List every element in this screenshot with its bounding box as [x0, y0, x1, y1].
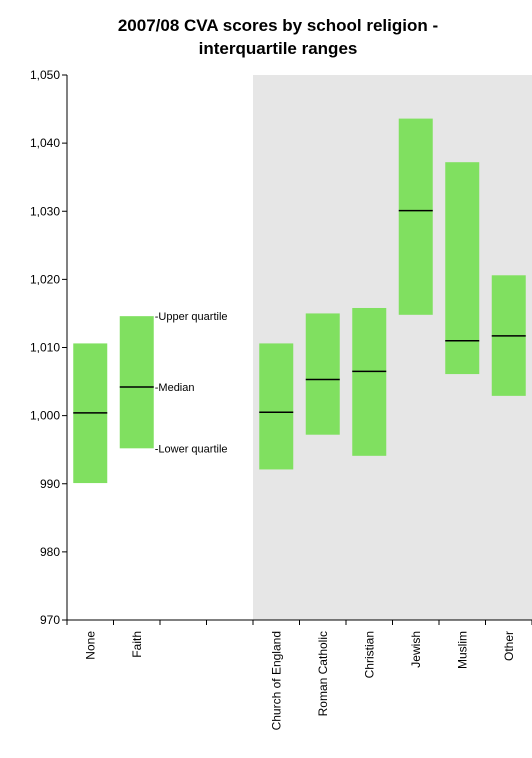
interquartile-boxes — [73, 118, 526, 484]
annotation-upper-quartile: -Upper quartile — [155, 311, 228, 323]
iqr-bar-jewish — [398, 118, 433, 315]
quartile-annotations: -Upper quartile -Median -Lower quartile — [155, 311, 228, 455]
chart-title: 2007/08 CVA scores by school religion - … — [118, 16, 438, 58]
box-church-of-england — [259, 343, 294, 470]
iqr-bar-roman-catholic — [305, 313, 340, 435]
y-tick-label: 1,040 — [30, 136, 60, 150]
axes: 970 980 990 1,000 1,010 1,020 1,030 1,040 1,050 N… — [30, 68, 532, 730]
y-tick-label: 980 — [40, 545, 60, 559]
y-tick-label: 1,020 — [30, 272, 60, 286]
chart-title-line-2: interquartile ranges — [199, 39, 358, 58]
annotation-median: -Median — [155, 382, 195, 394]
chart-title-line-1: 2007/08 CVA scores by school religion - — [118, 16, 438, 35]
y-tick-label: 1,050 — [30, 68, 60, 82]
iqr-bar-church-of-england — [259, 343, 294, 470]
box-roman-catholic — [305, 313, 340, 435]
iqr-bar-faith — [119, 316, 154, 449]
box-jewish — [398, 118, 433, 315]
x-category-label: Other — [502, 631, 516, 661]
x-category-label: None — [83, 631, 97, 660]
y-tick-label: 1,010 — [30, 341, 60, 355]
faith-group-shaded-region — [253, 75, 532, 620]
y-tick-label: 990 — [40, 477, 60, 491]
y-tick-label: 1,000 — [30, 409, 60, 423]
y-tick-label: 1,030 — [30, 204, 60, 218]
box-faith — [119, 316, 154, 449]
x-category-label: Roman Catholic — [316, 631, 330, 716]
annotation-lower-quartile: -Lower quartile — [155, 443, 228, 455]
x-category-label: Church of England — [269, 631, 283, 730]
x-category-label: Christian — [362, 631, 376, 678]
x-category-label: Faith — [130, 631, 144, 658]
iqr-bar-christian — [352, 307, 387, 456]
x-category-label: Muslim — [455, 631, 469, 669]
box-none — [73, 343, 108, 484]
box-other — [491, 275, 526, 396]
x-category-label: Jewish — [409, 631, 423, 668]
y-tick-label: 970 — [40, 613, 60, 627]
box-christian — [352, 307, 387, 456]
box-muslim — [445, 162, 480, 375]
iqr-bar-muslim — [445, 162, 480, 375]
